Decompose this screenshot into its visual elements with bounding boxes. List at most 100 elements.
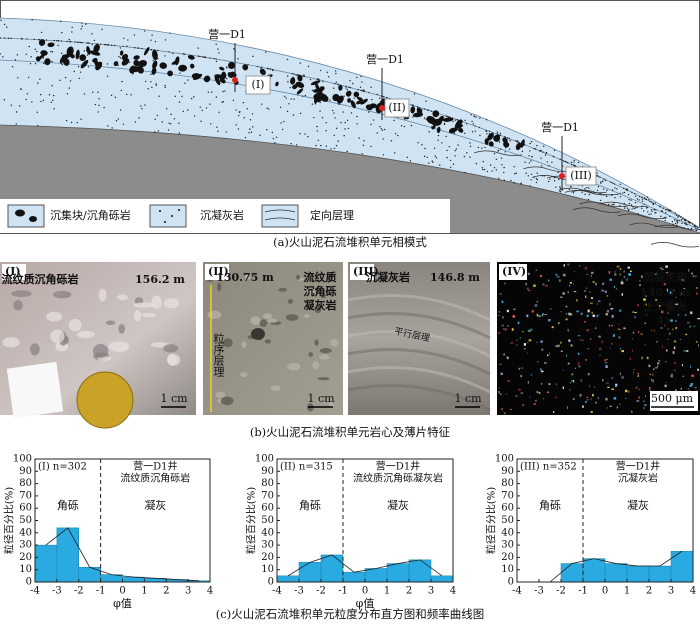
- tuff-dot: [448, 145, 451, 148]
- mineral-grain: [672, 289, 675, 292]
- breccia-clast: [515, 142, 522, 151]
- bar: [408, 559, 432, 583]
- mineral-grain: [654, 272, 658, 276]
- x-tick-label: 1: [384, 586, 390, 597]
- tuff-dot: [356, 123, 358, 125]
- x-axis-label: φ值: [113, 597, 132, 610]
- tuff-dot: [187, 109, 189, 111]
- tuff-dot: [368, 111, 370, 113]
- tuff-dot: [352, 82, 354, 85]
- mineral-grain: [526, 314, 529, 318]
- breccia-clast: [242, 64, 249, 71]
- tuff-dot: [641, 200, 644, 202]
- tuff-dot: [0, 53, 1, 55]
- mineral-grain: [544, 314, 548, 316]
- tuff-dot: [503, 179, 505, 181]
- tuff-dot: [614, 183, 616, 185]
- tuff-dot: [477, 146, 480, 149]
- tuff-dot: [674, 222, 677, 225]
- breccia-clast: [121, 58, 130, 66]
- tuff-dot: [0, 37, 1, 39]
- mineral-grain: [696, 292, 698, 295]
- mineral-grain: [616, 406, 618, 409]
- tuff-dot: [633, 192, 636, 195]
- breccia-clast: [227, 61, 236, 70]
- breccia-clast: [365, 104, 373, 111]
- clast: [217, 282, 222, 292]
- x-tick-label: 4: [450, 586, 456, 597]
- breccia-clast: [487, 132, 494, 141]
- mineral-grain: [615, 288, 618, 290]
- tuff-dot: [349, 80, 351, 82]
- mineral-grain: [501, 324, 505, 327]
- panel-tag-bg: [2, 264, 26, 280]
- x-tick-label: -4: [512, 586, 522, 597]
- tuff-dot: [61, 31, 63, 34]
- tuff-dot: [57, 44, 59, 47]
- tuff-dot: [77, 65, 80, 68]
- breccia-clast: [35, 56, 41, 62]
- tuff-dot: [553, 149, 556, 152]
- tuff-dot: [370, 86, 372, 88]
- tuff-dot: [141, 47, 143, 50]
- tuff-dot: [110, 94, 113, 97]
- tuff-dot: [630, 199, 632, 201]
- tuff-dot: [346, 119, 349, 122]
- tuff-dot: [87, 66, 90, 68]
- mineral-grain: [540, 370, 544, 373]
- tuff-dot: [397, 134, 399, 137]
- mineral-grain: [665, 272, 668, 275]
- well-label: 营一D1: [366, 52, 404, 66]
- tuff-dot: [76, 41, 79, 43]
- tuff-dot: [546, 161, 549, 163]
- breccia-clast: [436, 126, 441, 134]
- y-tick-label: 60: [19, 503, 32, 514]
- mineral-grain: [606, 310, 610, 313]
- tuff-dot: [428, 131, 430, 133]
- mineral-grain: [683, 350, 687, 352]
- tuff-dot: [340, 121, 342, 124]
- tuff-dot: [34, 62, 37, 65]
- caption: (b)火山泥石流堆积单元岩心及薄片特征: [250, 425, 451, 439]
- mineral-grain: [638, 388, 640, 390]
- tuff-dot: [686, 224, 688, 226]
- tuff-dot: [650, 209, 653, 211]
- tuff-dot: [685, 222, 687, 224]
- mineral-grain: [695, 275, 697, 277]
- scale-label: 1 cm: [454, 392, 482, 405]
- bedding-line: [564, 190, 614, 196]
- breccia-clast: [119, 50, 124, 56]
- photo-text: 沉角砾: [304, 284, 337, 298]
- tuff-dot: [347, 127, 350, 130]
- lamina: [347, 348, 491, 376]
- mineral-grain: [551, 326, 554, 329]
- tuff-dot: [319, 110, 321, 112]
- mineral-grain: [680, 292, 683, 296]
- mineral-grain: [521, 331, 524, 333]
- tuff-dot: [155, 84, 157, 86]
- breccia-clast: [503, 141, 510, 148]
- mineral-grain: [599, 347, 602, 351]
- mineral-grain: [547, 354, 549, 357]
- mineral-grain: [692, 275, 695, 278]
- mineral-grain: [500, 393, 502, 396]
- breccia-clast: [171, 60, 179, 65]
- tuff-dot: [69, 80, 72, 82]
- breccia-clast: [426, 115, 436, 124]
- mineral-grain: [579, 338, 582, 341]
- tuff-dot: [610, 181, 612, 183]
- tuff-dot: [161, 121, 163, 123]
- breccia-clast: [493, 134, 501, 142]
- tuff-dot: [499, 132, 502, 135]
- tuff-dot: [520, 182, 522, 184]
- tuff-dot: [15, 123, 17, 125]
- clast: [304, 314, 310, 319]
- scale-label: 1 cm: [160, 392, 188, 405]
- tuff-dot: [665, 208, 667, 211]
- tuff-dot: [68, 38, 71, 41]
- breccia-clast: [356, 96, 364, 101]
- layer-line: [0, 17, 700, 229]
- clast: [259, 319, 268, 327]
- tuff-dot: [197, 47, 199, 49]
- tuff-dot: [193, 96, 195, 98]
